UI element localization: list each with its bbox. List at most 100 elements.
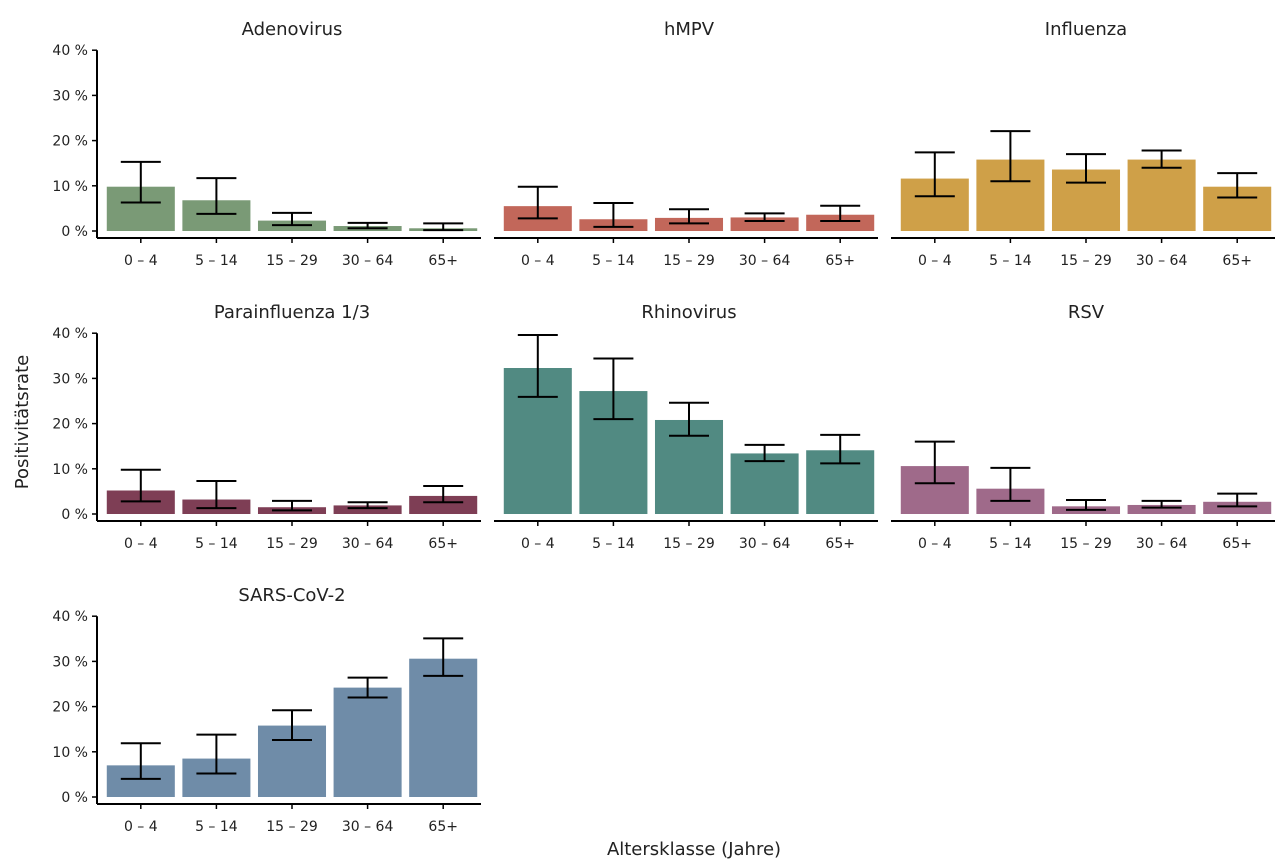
y-tick-label: 10 % bbox=[52, 745, 88, 761]
bar-hmpv-15-29 bbox=[654, 217, 724, 231]
error-bar bbox=[196, 733, 237, 775]
error-bar bbox=[1217, 492, 1258, 508]
panel-title: SARS-CoV-2 bbox=[238, 585, 345, 606]
error-bar bbox=[120, 468, 161, 503]
x-tick-label: 30 – 64 bbox=[739, 253, 791, 269]
error-bar bbox=[196, 177, 237, 215]
error-bar bbox=[744, 212, 785, 223]
x-tick-label: 30 – 64 bbox=[739, 536, 791, 552]
error-bar bbox=[820, 204, 861, 223]
x-tick-label: 65+ bbox=[1222, 536, 1252, 552]
y-tick-label: 40 % bbox=[52, 609, 88, 625]
y-tick-label: 20 % bbox=[52, 134, 88, 150]
x-tick-label: 15 – 29 bbox=[266, 253, 318, 269]
error-bar bbox=[120, 160, 161, 204]
panel-influenza: Influenza 0 – 4 5 – 14 15 – 29 30 – 64 65+ bbox=[891, 19, 1275, 269]
panel-parainfluenza-1-3: Parainfluenza 1/3 0 – 4 5 – 14 15 – 29 30 – … bbox=[52, 302, 481, 552]
y-tick-label: 30 % bbox=[52, 371, 88, 387]
error-bar bbox=[669, 401, 709, 437]
error-bar bbox=[423, 222, 464, 232]
error-bar bbox=[272, 709, 312, 742]
y-tick-label: 40 % bbox=[52, 326, 88, 342]
x-tick-label: 5 – 14 bbox=[195, 253, 238, 269]
error-bar bbox=[1066, 153, 1106, 184]
bar-parainfluenza-1-3-30-64 bbox=[333, 505, 402, 514]
y-tick-label: 10 % bbox=[52, 179, 88, 195]
x-tick-label: 30 – 64 bbox=[342, 819, 394, 835]
x-tick-label: 0 – 4 bbox=[124, 536, 158, 552]
panel-title: Rhinovirus bbox=[641, 302, 736, 323]
x-tick-label: 5 – 14 bbox=[989, 536, 1032, 552]
error-bar bbox=[120, 742, 161, 780]
error-bar bbox=[990, 466, 1031, 502]
x-tick-label: 15 – 29 bbox=[1060, 253, 1112, 269]
bar-hmpv-65 bbox=[806, 214, 875, 231]
panel-rsv: RSV 0 – 4 5 – 14 15 – 29 30 – 64 65+ bbox=[891, 302, 1275, 552]
error-bar bbox=[669, 208, 709, 225]
x-tick-label: 0 – 4 bbox=[521, 536, 555, 552]
error-bar bbox=[914, 440, 955, 485]
panel-title: Parainfluenza 1/3 bbox=[214, 302, 370, 323]
panels-layer: Adenovirus 0 – 4 5 – 14 15 – 29 30 – 64 65+ 0 … bbox=[52, 19, 1275, 835]
y-tick-label: 0 % bbox=[61, 507, 88, 523]
error-bar bbox=[914, 151, 955, 198]
x-tick-label: 5 – 14 bbox=[592, 536, 635, 552]
error-bar bbox=[423, 637, 464, 677]
x-tick-label: 65+ bbox=[428, 819, 458, 835]
y-tick-label: 20 % bbox=[52, 700, 88, 716]
x-tick-label: 15 – 29 bbox=[266, 819, 318, 835]
error-bar bbox=[1217, 172, 1258, 199]
panel-title: hMPV bbox=[664, 19, 715, 40]
bar-influenza-30-64 bbox=[1127, 159, 1196, 231]
x-tick-label: 30 – 64 bbox=[342, 536, 394, 552]
bar-parainfluenza-1-3-65 bbox=[409, 495, 478, 514]
error-bar bbox=[517, 334, 558, 398]
x-tick-label: 15 – 29 bbox=[663, 253, 715, 269]
x-tick-label: 30 – 64 bbox=[342, 253, 394, 269]
panel-hmpv: hMPV 0 – 4 5 – 14 15 – 29 30 – 64 65+ bbox=[494, 19, 878, 269]
error-bar bbox=[347, 676, 388, 699]
bar-rhinovirus-30-64 bbox=[730, 453, 799, 514]
y-tick-label: 20 % bbox=[52, 417, 88, 433]
x-tick-label: 5 – 14 bbox=[195, 819, 238, 835]
x-axis-title: Altersklasse (Jahre) bbox=[607, 839, 781, 860]
x-tick-label: 5 – 14 bbox=[592, 253, 635, 269]
x-tick-label: 65+ bbox=[428, 253, 458, 269]
x-tick-label: 65+ bbox=[1222, 253, 1252, 269]
y-axis-title: Positivitätsrate bbox=[12, 355, 33, 489]
panel-title: Influenza bbox=[1045, 19, 1127, 40]
x-tick-label: 5 – 14 bbox=[195, 536, 238, 552]
x-tick-label: 15 – 29 bbox=[1060, 536, 1112, 552]
error-bar bbox=[196, 480, 237, 510]
error-bar bbox=[423, 484, 464, 504]
x-tick-label: 0 – 4 bbox=[521, 253, 555, 269]
x-tick-label: 0 – 4 bbox=[124, 819, 158, 835]
error-bar bbox=[272, 211, 312, 227]
bar-rsv-30-64 bbox=[1127, 504, 1196, 514]
x-tick-label: 65+ bbox=[428, 536, 458, 552]
error-bar bbox=[272, 499, 312, 512]
x-tick-label: 30 – 64 bbox=[1136, 253, 1188, 269]
error-bar bbox=[517, 185, 558, 220]
panel-rhinovirus: Rhinovirus 0 – 4 5 – 14 15 – 29 30 – 64 65+ bbox=[494, 302, 878, 552]
y-tick-label: 0 % bbox=[61, 224, 88, 240]
panel-title: RSV bbox=[1068, 302, 1105, 323]
y-tick-label: 40 % bbox=[52, 43, 88, 59]
x-tick-label: 15 – 29 bbox=[663, 536, 715, 552]
error-bar bbox=[593, 357, 634, 421]
error-bar bbox=[820, 433, 861, 465]
error-bar bbox=[990, 130, 1031, 183]
bar-rsv-65 bbox=[1203, 501, 1272, 514]
error-bar bbox=[1141, 499, 1182, 509]
bar-sars-cov-2-30-64 bbox=[333, 687, 402, 797]
error-bar bbox=[1066, 498, 1106, 511]
panel-title: Adenovirus bbox=[242, 19, 343, 40]
error-bar bbox=[347, 221, 388, 230]
panel-sars-cov-2: SARS-CoV-2 0 – 4 5 – 14 15 – 29 30 – 64 65+ 0 … bbox=[52, 585, 481, 835]
y-tick-label: 30 % bbox=[52, 88, 88, 104]
y-tick-label: 10 % bbox=[52, 462, 88, 478]
error-bar bbox=[744, 443, 785, 463]
x-tick-label: 5 – 14 bbox=[989, 253, 1032, 269]
x-tick-label: 30 – 64 bbox=[1136, 536, 1188, 552]
